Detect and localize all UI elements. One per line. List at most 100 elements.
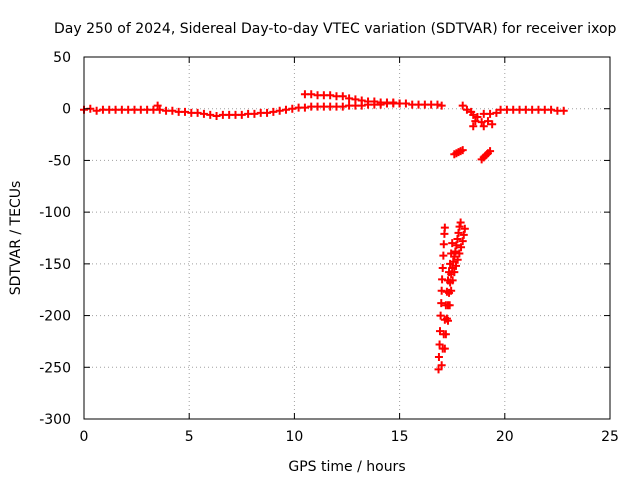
data-point	[453, 255, 462, 264]
data-point	[434, 352, 443, 361]
data-point	[345, 94, 354, 103]
data-point	[435, 340, 444, 349]
y-tick-label: -250	[39, 360, 71, 376]
data-point	[462, 105, 471, 114]
data-point	[458, 101, 467, 110]
data-point	[439, 240, 448, 249]
data-point	[437, 101, 446, 110]
data-point	[193, 108, 202, 117]
data-point	[168, 106, 177, 115]
data-point	[547, 105, 556, 114]
data-point	[448, 239, 457, 248]
data-point	[492, 108, 501, 117]
data-point	[269, 107, 278, 116]
data-point	[457, 243, 466, 252]
data-point	[453, 235, 462, 244]
data-point	[212, 111, 221, 120]
data-point	[206, 110, 215, 119]
data-point	[395, 99, 404, 108]
data-point	[448, 276, 457, 285]
x-tick-label: 5	[185, 429, 194, 445]
data-point	[454, 228, 463, 237]
data-point	[437, 361, 446, 370]
x-tick-label: 25	[601, 429, 619, 445]
data-point	[449, 257, 458, 266]
data-point	[433, 100, 442, 109]
data-point	[281, 105, 290, 114]
grid-layer	[84, 57, 610, 419]
axis-layer: 0 5 10 15 20 25 50 0 -50 -100 -150 -200 -250 -300	[39, 50, 619, 445]
data-point	[357, 96, 366, 105]
data-point	[434, 365, 443, 374]
data-point	[477, 155, 486, 164]
data-point	[437, 299, 446, 308]
data-point	[452, 241, 461, 250]
data-point	[469, 122, 478, 131]
data-point	[450, 150, 459, 159]
data-point	[445, 301, 454, 310]
y-tick-label: -100	[39, 205, 71, 221]
data-point	[199, 109, 208, 118]
chart-title: Day 250 of 2024, Sidereal Day-to-day VTE…	[54, 21, 617, 37]
data-point	[307, 90, 316, 99]
data-point	[451, 261, 460, 270]
data-point	[180, 107, 189, 116]
data-point	[436, 311, 445, 320]
x-tick-label: 10	[285, 429, 303, 445]
data-point	[455, 222, 464, 231]
y-tick-label: -50	[48, 153, 71, 169]
data-point	[440, 223, 449, 232]
data-point	[326, 91, 335, 100]
data-point	[443, 316, 452, 325]
data-point	[441, 330, 450, 339]
plot-frame	[83, 56, 611, 420]
data-point	[459, 230, 468, 239]
data-point	[438, 275, 447, 284]
data-point	[456, 218, 465, 227]
data-point	[471, 117, 480, 126]
y-axis-label: SDTVAR / TECUs	[8, 181, 24, 296]
data-point	[250, 109, 259, 118]
x-tick-label: 0	[80, 429, 89, 445]
y-tick-label: 0	[62, 102, 71, 118]
data-point	[300, 103, 309, 112]
data-point	[263, 108, 272, 117]
data-point	[447, 286, 456, 295]
data-point	[469, 110, 478, 119]
data-point	[288, 104, 297, 113]
data-point	[486, 109, 495, 118]
y-tick-label: -200	[39, 309, 71, 325]
data-point	[92, 106, 101, 115]
data-point	[153, 101, 162, 110]
data-point	[155, 105, 164, 114]
data-point	[440, 344, 449, 353]
data-point	[437, 286, 446, 295]
data-point	[438, 263, 447, 272]
data-point	[450, 268, 459, 277]
data-point	[479, 122, 488, 131]
data-point	[389, 98, 398, 107]
data-point	[370, 97, 379, 106]
x-axis-label: GPS time / hours	[288, 459, 405, 475]
data-point	[439, 251, 448, 260]
data-point	[455, 249, 464, 258]
data-point	[483, 117, 492, 126]
y-tick-label: -300	[39, 412, 71, 428]
data-point	[473, 112, 482, 121]
data-point	[488, 120, 497, 129]
x-tick-label: 15	[391, 429, 409, 445]
data-point	[458, 237, 467, 246]
data-point	[460, 224, 469, 233]
data-point	[559, 106, 568, 115]
data-point	[237, 110, 246, 119]
y-tick-label: -150	[39, 257, 71, 273]
data-point	[338, 102, 347, 111]
data-points	[80, 90, 568, 374]
data-point	[338, 92, 347, 101]
data-point	[477, 118, 486, 127]
data-point	[275, 106, 284, 115]
data-point	[351, 95, 360, 104]
x-tick-label: 20	[496, 429, 514, 445]
